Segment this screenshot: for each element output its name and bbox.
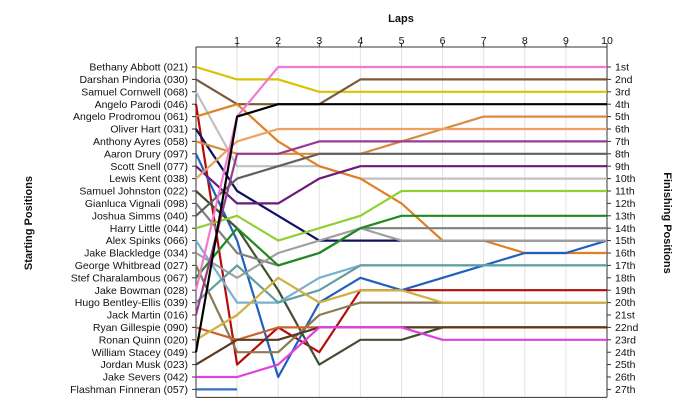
finish-position-label: 15th [615, 235, 636, 247]
lap-label-9: 9 [563, 35, 569, 47]
driver-label: Flashman Finneran (057) [70, 384, 188, 396]
driver-label: William Stacey (049) [92, 347, 188, 359]
finish-position-label: 5th [615, 111, 630, 123]
series-line-26 [196, 326, 607, 379]
left-axis-title: Starting Positions [23, 176, 35, 270]
finish-position-label: 10th [615, 173, 636, 185]
lap-label-7: 7 [481, 35, 487, 47]
driver-label: Ryan Gillespie (090) [93, 322, 188, 334]
driver-label: Samuel Cornwell (068) [81, 86, 188, 98]
series-line-23 [195, 276, 607, 341]
lap-label-3: 3 [316, 35, 322, 47]
driver-label: Anthony Ayres (058) [93, 136, 188, 148]
series-line-14 [195, 189, 607, 242]
series-line-21 [194, 140, 607, 316]
series-line-16 [195, 227, 607, 279]
finish-position-label: 26th [615, 372, 636, 384]
finish-position-label: 9th [615, 161, 630, 173]
driver-label: Ronan Quinn (020) [99, 334, 188, 346]
finish-position-label: 14th [615, 223, 636, 235]
driver-label: Hugo Bentley-Ellis (039) [75, 297, 188, 309]
driver-label: Harry Little (044) [110, 223, 188, 235]
driver-label: Angelo Prodromou (061) [73, 111, 188, 123]
series-line-10 [195, 127, 607, 180]
series-line-13 [195, 152, 607, 217]
driver-label: Jake Blackledge (034) [84, 248, 188, 260]
lap-label-1: 1 [234, 35, 240, 47]
driver-label: Alex Spinks (066) [106, 235, 188, 247]
finish-position-label: 25th [615, 359, 636, 371]
right-axis-title: Finishing Positions [661, 172, 673, 273]
finish-position-label: 17th [615, 260, 636, 272]
finish-position-label: 23rd [615, 334, 636, 346]
lap-label-6: 6 [440, 35, 446, 47]
series-line-24 [194, 103, 607, 353]
finish-position-label: 12th [615, 198, 636, 210]
finish-position-label: 3rd [615, 86, 630, 98]
series-line-3 [195, 91, 607, 180]
finish-position-label: 11th [615, 186, 635, 198]
series-line-18 [195, 214, 607, 279]
finish-position-label: 1st [615, 62, 629, 74]
finish-position-label: 18th [615, 272, 636, 284]
driver-label: Darshan Pindoria (030) [79, 74, 188, 86]
driver-label: Aaron Drury (097) [104, 148, 188, 160]
finish-position-label: 22nd [615, 322, 639, 334]
finish-position-label: 16th [615, 248, 636, 260]
finish-position-label: 21st [615, 310, 635, 322]
lap-label-5: 5 [399, 35, 405, 47]
x-axis-title: Laps [388, 13, 414, 25]
driver-label: Jake Severs (042) [103, 372, 188, 384]
lap-label-10: 10 [601, 35, 613, 47]
series-line-9 [195, 165, 607, 205]
finish-position-label: 8th [615, 148, 630, 160]
finish-position-label: 7th [615, 136, 630, 148]
series-line-19 [194, 65, 607, 291]
lap-label-2: 2 [275, 35, 281, 47]
finish-position-label: 19th [615, 285, 636, 297]
driver-label: George Whitbread (027) [75, 260, 188, 272]
lap-label-4: 4 [357, 35, 363, 47]
finish-position-label: 2nd [615, 74, 633, 86]
series-line-1 [195, 65, 607, 93]
labels: 1 2 3 4 5 6 7 8 9 10 Bethany Abbott (021)Darshan P… [70, 35, 638, 396]
lap-label-8: 8 [522, 35, 528, 47]
driver-label: Jake Bowman (028) [95, 285, 188, 297]
driver-label: Oliver Hart (031) [110, 124, 188, 136]
driver-label: Stef Charalambous (067) [71, 272, 188, 284]
finish-position-label: 4th [615, 99, 630, 111]
driver-label: Samuel Johnston (022) [79, 186, 188, 198]
finish-position-label: 20th [615, 297, 636, 309]
driver-label: Scott Snell (077) [110, 161, 188, 173]
series-line-2 [195, 78, 607, 106]
series-lines [194, 65, 608, 391]
driver-label: Gianluca Vignali (098) [85, 198, 188, 210]
driver-label: Jack Martin (016) [107, 310, 188, 322]
finish-position-label: 6th [615, 124, 630, 136]
driver-label: Angelo Parodi (046) [95, 99, 188, 111]
driver-label: Bethany Abbott (021) [89, 62, 188, 74]
driver-label: Lewis Kent (038) [109, 173, 188, 185]
finish-position-label: 24th [615, 347, 636, 359]
finish-position-label: 27th [615, 384, 636, 396]
driver-label: Jordan Musk (023) [100, 359, 188, 371]
driver-label: Joshua Simms (040) [92, 210, 188, 222]
finish-position-label: 13th [615, 210, 636, 222]
